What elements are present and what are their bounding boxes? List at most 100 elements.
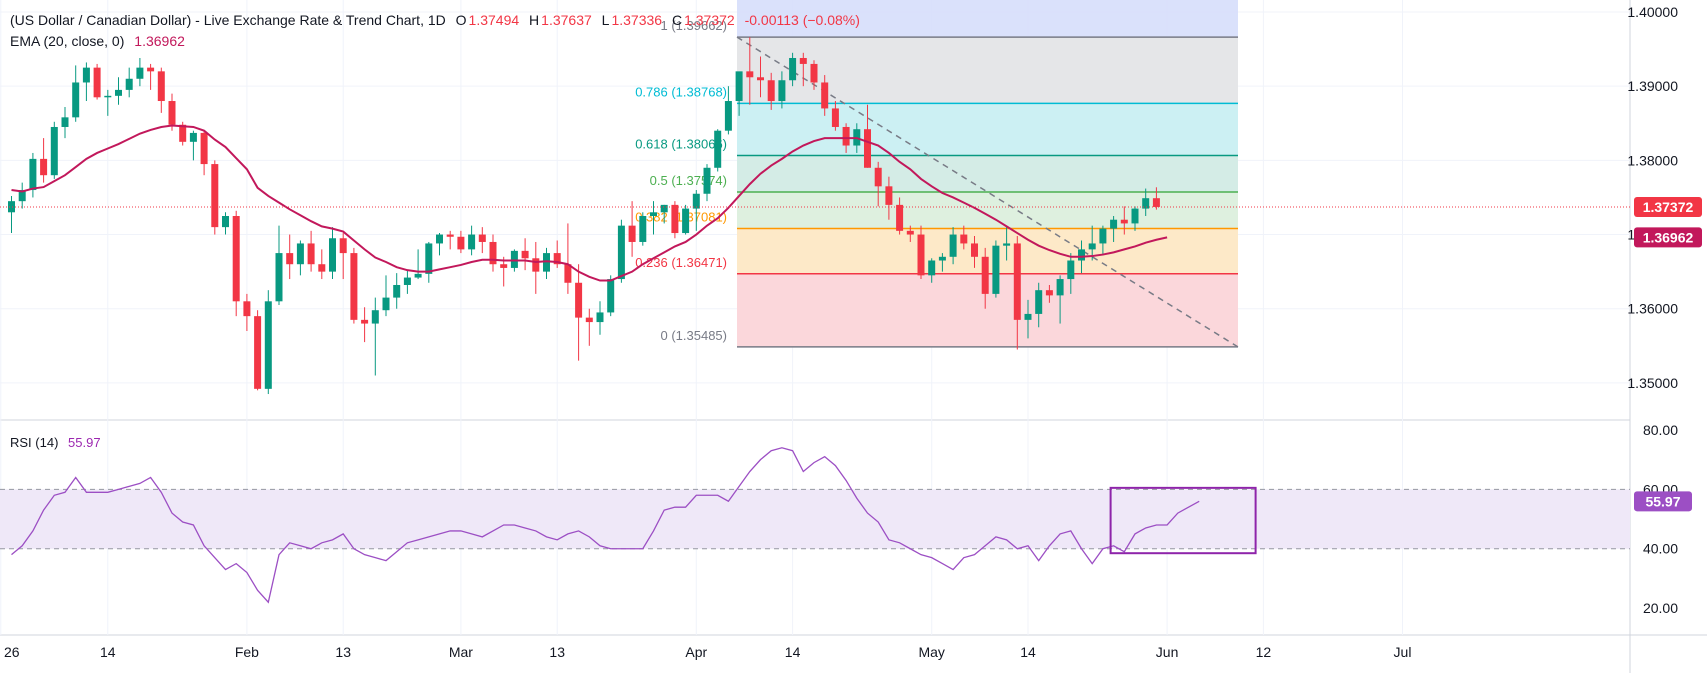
ema-value: 1.36962: [134, 33, 185, 49]
time-tick-label: 14: [1020, 644, 1036, 660]
fib-level-label: 1 (1.39662): [661, 18, 728, 33]
candle-body: [607, 279, 615, 313]
fib-level-label: 0 (1.35485): [661, 328, 728, 343]
last-price-badge: [1634, 196, 1702, 217]
candle-body: [724, 101, 732, 131]
symbol-legend[interactable]: (US Dollar / Canadian Dollar) - Live Exc…: [10, 12, 862, 28]
candle-body: [446, 234, 454, 237]
candle-body: [564, 264, 572, 283]
rsi-line: [11, 447, 1200, 604]
ema-price-badge: [1634, 227, 1702, 248]
candle-body: [211, 164, 219, 228]
candle-body: [692, 193, 700, 209]
candle-body: [147, 67, 155, 72]
fib-level-label: 0.5 (1.37574): [650, 173, 727, 188]
ema-legend[interactable]: EMA (20, close, 0) 1.36962: [10, 33, 187, 49]
candle-body: [917, 234, 925, 276]
fib-zone: [737, 155, 1238, 192]
candle-body: [596, 312, 604, 323]
candle-body: [778, 80, 786, 102]
candle-body: [179, 124, 187, 142]
last-price-label: 1.37372: [1643, 199, 1694, 215]
candle-body: [714, 130, 722, 168]
rsi-panel: [0, 447, 1630, 604]
candle-body: [981, 256, 989, 294]
time-tick-label: 13: [549, 644, 565, 660]
candle-body: [468, 234, 476, 250]
rsi-value-label: 55.97: [1645, 493, 1680, 509]
rsi-legend[interactable]: RSI (14) 55.97: [10, 435, 103, 450]
rsi-band-fill: [0, 489, 1630, 549]
candlestick-series: [8, 37, 1160, 395]
candle-body: [1056, 279, 1064, 296]
candle-body: [896, 204, 904, 231]
candle-body: [767, 80, 775, 102]
candle-body: [350, 253, 358, 320]
candle-body: [168, 101, 176, 125]
candle-body: [543, 253, 550, 272]
time-tick-label: 14: [785, 644, 801, 660]
candle-body: [104, 95, 112, 98]
candle-body: [29, 158, 37, 191]
candle-body: [1152, 198, 1160, 207]
candle-body: [425, 243, 433, 274]
candle-body: [1078, 249, 1085, 261]
candle-body: [8, 201, 15, 213]
low-label: L: [601, 12, 610, 28]
candle-body: [553, 253, 561, 265]
candle-body: [200, 132, 208, 165]
fib-level-label: 0.786 (1.38768): [635, 84, 727, 99]
candle-body: [72, 82, 80, 118]
candle-body: [50, 126, 58, 176]
price-tick-label: 1.36000: [1627, 301, 1678, 317]
candle-body: [500, 264, 508, 268]
candle-body: [789, 57, 797, 81]
candle-body: [1045, 290, 1053, 296]
candle-body: [1003, 243, 1011, 246]
price-tick-label: 1.35000: [1627, 375, 1678, 391]
candle-body: [650, 212, 657, 216]
rsi-value-badge: [1634, 491, 1692, 512]
ema-price-label: 1.36962: [1643, 229, 1694, 245]
symbol-title: (US Dollar / Canadian Dollar) - Live Exc…: [10, 12, 446, 28]
candle-body: [821, 82, 829, 109]
candle-body: [885, 186, 893, 205]
rsi-label: RSI (14): [10, 435, 59, 450]
time-tick-label: Mar: [449, 644, 473, 660]
candle-body: [232, 216, 240, 302]
fibonacci-retracement[interactable]: 1 (1.39662) 0.786 (1.38768) 0.618 (1.38066…: [635, 0, 1239, 348]
candle-body: [318, 264, 326, 272]
candle-body: [307, 243, 315, 265]
candle-body: [189, 132, 197, 142]
candle-body: [1024, 313, 1032, 320]
candle-body: [831, 108, 839, 127]
candle-body: [296, 243, 304, 265]
close-value: 1.37372: [684, 12, 735, 28]
candle-body: [1035, 290, 1043, 314]
candle-body: [735, 71, 743, 102]
fib-zone: [737, 191, 1238, 229]
candle-body: [532, 258, 540, 272]
candle-body: [671, 204, 679, 234]
candle-body: [436, 234, 443, 244]
candle-body: [960, 234, 968, 244]
time-tick-label: 12: [1256, 644, 1272, 660]
fib-level-label: 0.618 (1.38066): [635, 136, 727, 151]
candle-body: [521, 250, 529, 259]
candle-body: [478, 234, 486, 242]
candle-body: [585, 317, 593, 323]
candle-body: [136, 67, 144, 79]
time-tick-label: Feb: [235, 644, 259, 660]
open-label: O: [455, 12, 467, 28]
rsi-tick-label: 40.00: [1643, 541, 1678, 557]
time-tick-label: Jun: [1156, 644, 1179, 660]
candle-body: [1131, 208, 1139, 224]
candle-body: [746, 71, 754, 78]
candle-body: [393, 284, 401, 298]
candle-body: [222, 216, 229, 228]
candle-body: [682, 208, 690, 234]
candle-body: [810, 63, 818, 83]
candle-body: [264, 301, 272, 389]
candle-body: [628, 225, 636, 242]
